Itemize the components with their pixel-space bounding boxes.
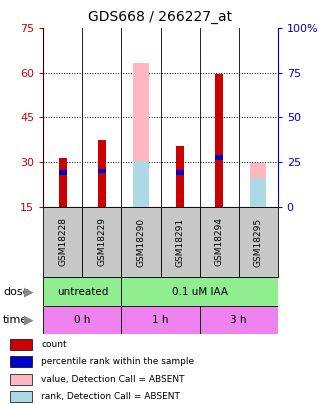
Bar [200, 207, 239, 277]
Text: dose: dose [3, 287, 30, 296]
Bar [82, 207, 121, 277]
Bar [10, 374, 32, 385]
Bar [121, 306, 200, 334]
Bar [133, 160, 149, 207]
Bar [98, 140, 106, 207]
Text: time: time [3, 315, 29, 325]
Text: GSM18290: GSM18290 [136, 217, 145, 266]
Bar [176, 170, 184, 175]
Text: ▶: ▶ [24, 313, 34, 326]
Bar [215, 156, 223, 160]
Text: GSM18295: GSM18295 [254, 217, 263, 266]
Bar [10, 356, 32, 367]
Bar [10, 339, 32, 350]
Text: untreated: untreated [57, 287, 108, 296]
Bar [133, 62, 149, 207]
Bar [58, 158, 67, 207]
Bar [121, 277, 278, 306]
Bar [43, 277, 121, 306]
Text: ▶: ▶ [24, 285, 34, 298]
Bar [58, 170, 67, 175]
Bar [239, 207, 278, 277]
Text: percentile rank within the sample: percentile rank within the sample [41, 358, 195, 367]
Bar [176, 146, 184, 207]
Text: count: count [41, 340, 67, 349]
Text: GSM18228: GSM18228 [58, 217, 67, 266]
Bar [10, 391, 32, 402]
Text: value, Detection Call = ABSENT: value, Detection Call = ABSENT [41, 375, 185, 384]
Text: 3 h: 3 h [230, 315, 247, 325]
Bar [160, 207, 200, 277]
Text: 1 h: 1 h [152, 315, 169, 325]
Text: GSM18294: GSM18294 [214, 217, 224, 266]
Bar [43, 306, 121, 334]
Text: 0 h: 0 h [74, 315, 91, 325]
Bar [215, 75, 223, 207]
Bar [98, 168, 106, 173]
Bar [121, 207, 160, 277]
Bar [250, 164, 266, 207]
Text: GDS668 / 266227_at: GDS668 / 266227_at [89, 10, 232, 24]
Bar [250, 178, 266, 207]
Text: GSM18229: GSM18229 [97, 217, 107, 266]
Bar [43, 207, 82, 277]
Bar [200, 306, 278, 334]
Text: rank, Detection Call = ABSENT: rank, Detection Call = ABSENT [41, 392, 180, 401]
Text: GSM18291: GSM18291 [176, 217, 185, 266]
Text: 0.1 uM IAA: 0.1 uM IAA [171, 287, 228, 296]
